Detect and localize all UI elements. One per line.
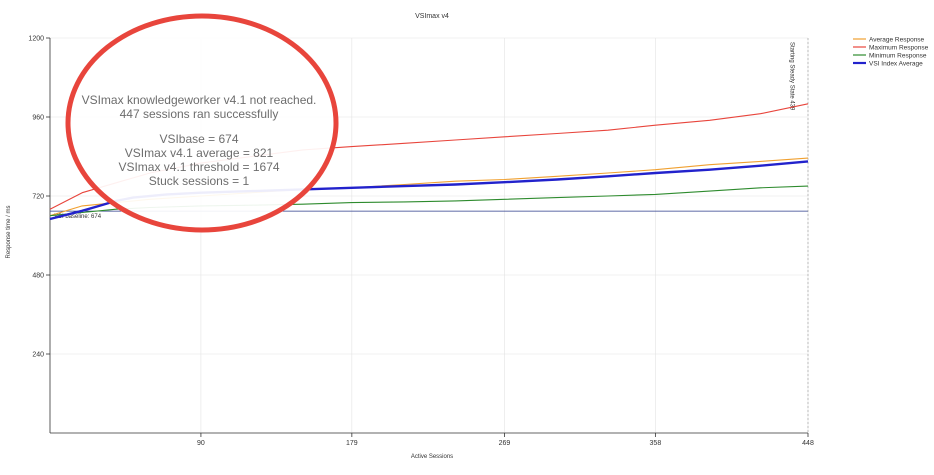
callout-line-3: VSIbase = 674: [159, 132, 238, 146]
legend-label: Minimum Response: [869, 52, 927, 59]
legend-label: VSI Index Average: [869, 60, 923, 67]
callout-line-6: Stuck sessions = 1: [149, 174, 250, 188]
series-line-3: [49, 160, 809, 221]
y-tick-label: 240: [32, 352, 44, 359]
axes: 240 480 720 960 1200 90 179 269 358 448: [28, 36, 814, 448]
callout-line-4: VSImax v4.1 average = 821: [125, 146, 274, 160]
x-tick-label: 269: [499, 440, 511, 447]
y-tick-label: 720: [32, 194, 44, 201]
callout-border: [65, 13, 339, 233]
x-tick-label: 90: [197, 440, 205, 447]
x-tick-label: 358: [650, 440, 662, 447]
baseline-reference-label: VSI baseline: 674: [54, 214, 102, 220]
callout-line-2: 447 sessions ran successfully: [120, 107, 279, 121]
x-tick-label: 179: [346, 440, 358, 447]
callout-line-5: VSImax v4.1 threshold = 1674: [118, 160, 279, 174]
legend-label: Maximum Response: [869, 44, 929, 51]
x-axis-title: Active Sessions: [411, 454, 453, 460]
summary-callout: VSImax knowledgeworker v4.1 not reached.…: [65, 13, 339, 233]
y-axis-title: Response time / ms: [6, 205, 12, 258]
chart-title: VSImax v4: [415, 13, 449, 20]
legend-label: Average Response: [869, 36, 925, 43]
callout-line-1: VSImax knowledgeworker v4.1 not reached.: [82, 93, 317, 107]
steady-state-annotation: Starting Steady State 439: [789, 42, 795, 111]
y-tick-label: 1200: [28, 36, 44, 43]
y-tick-label: 480: [32, 273, 44, 280]
y-tick-label: 960: [32, 115, 44, 122]
x-tick-label: 448: [802, 440, 814, 447]
